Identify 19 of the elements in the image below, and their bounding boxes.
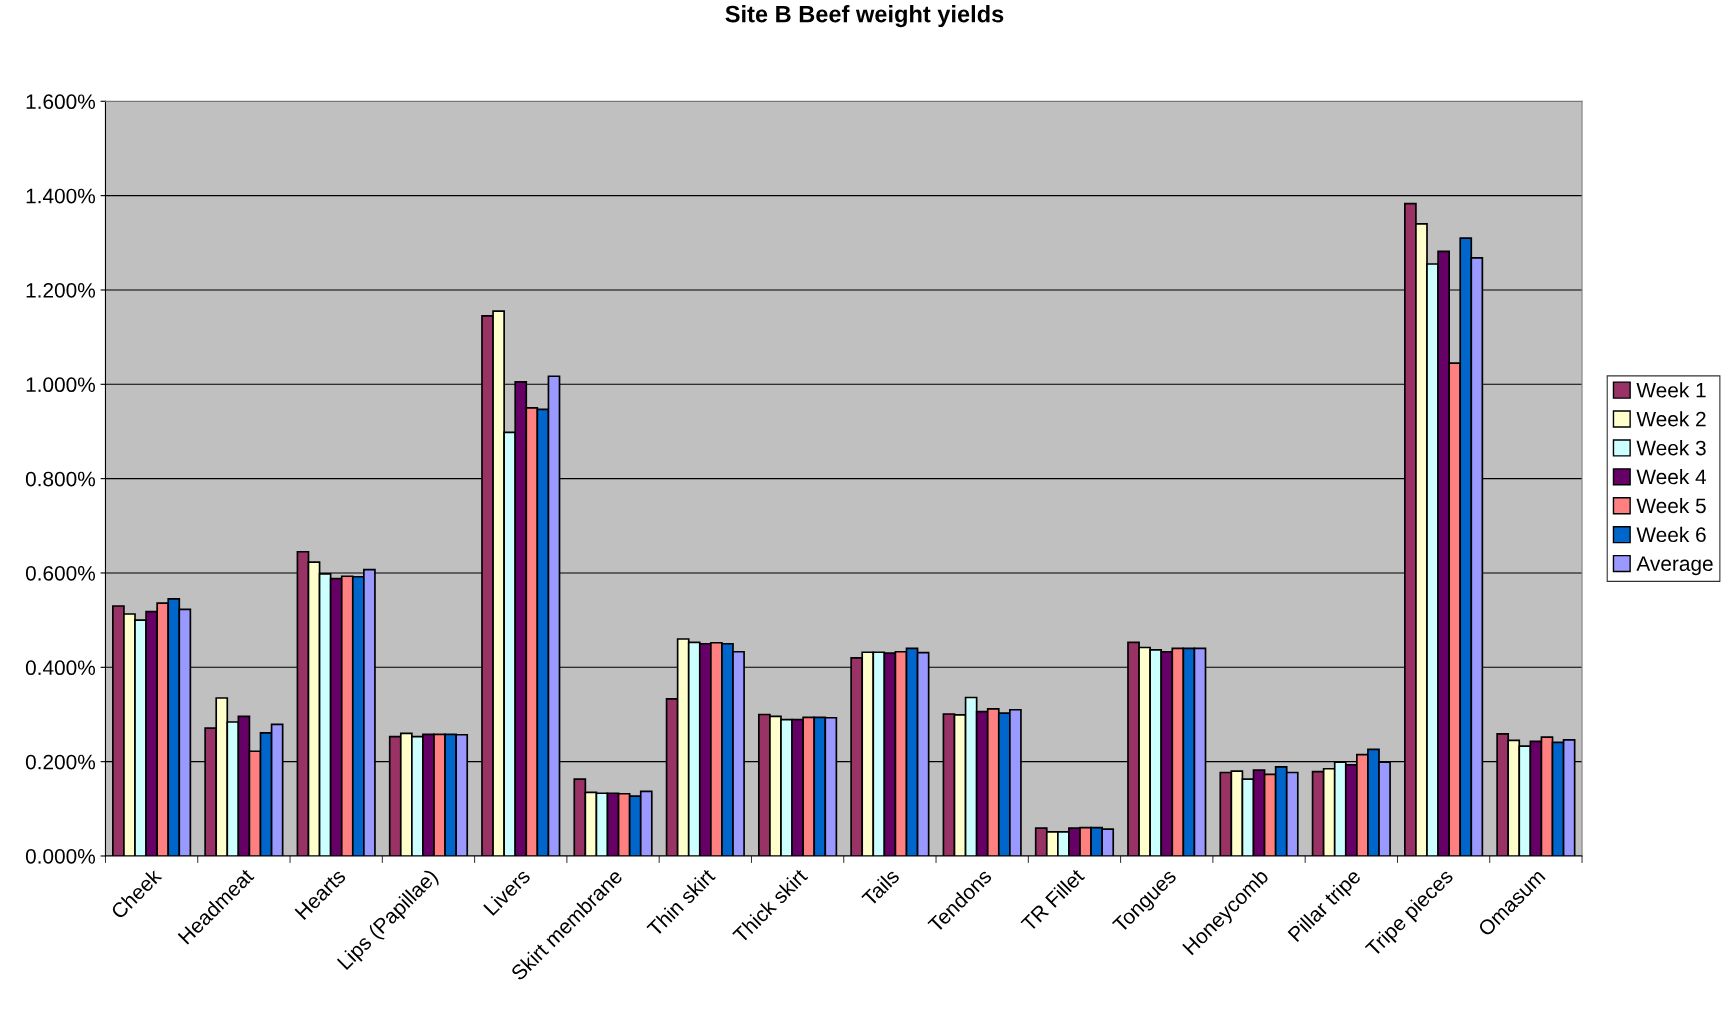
y-tick-label: 0.000% <box>25 848 96 864</box>
y-tick-label: 0.200% <box>25 754 96 770</box>
legend-label: Week 2 <box>1636 411 1706 427</box>
legend-label: Week 6 <box>1636 526 1706 543</box>
x-tick-label: Thin skirt <box>645 867 717 938</box>
x-tick-label: Tails <box>860 867 901 908</box>
y-tick-label: 1.200% <box>26 282 96 298</box>
legend-label: Week 5 <box>1636 497 1706 514</box>
y-tick-label: 0.800% <box>25 471 96 487</box>
legend-label: Week 1 <box>1636 382 1706 398</box>
chart-title: Site B Beef weight yields <box>725 5 1004 28</box>
y-tick-label: 0.600% <box>25 565 96 581</box>
y-tick-label: 1.600% <box>26 94 96 110</box>
legend-label: Week 4 <box>1636 468 1707 485</box>
legend-label: Week 3 <box>1636 440 1706 456</box>
y-tick-label: 1.400% <box>26 188 96 204</box>
y-tick-label: 0.400% <box>25 660 96 676</box>
legend-label: Average <box>1636 556 1713 576</box>
y-tick-label: 1.000% <box>26 377 96 393</box>
